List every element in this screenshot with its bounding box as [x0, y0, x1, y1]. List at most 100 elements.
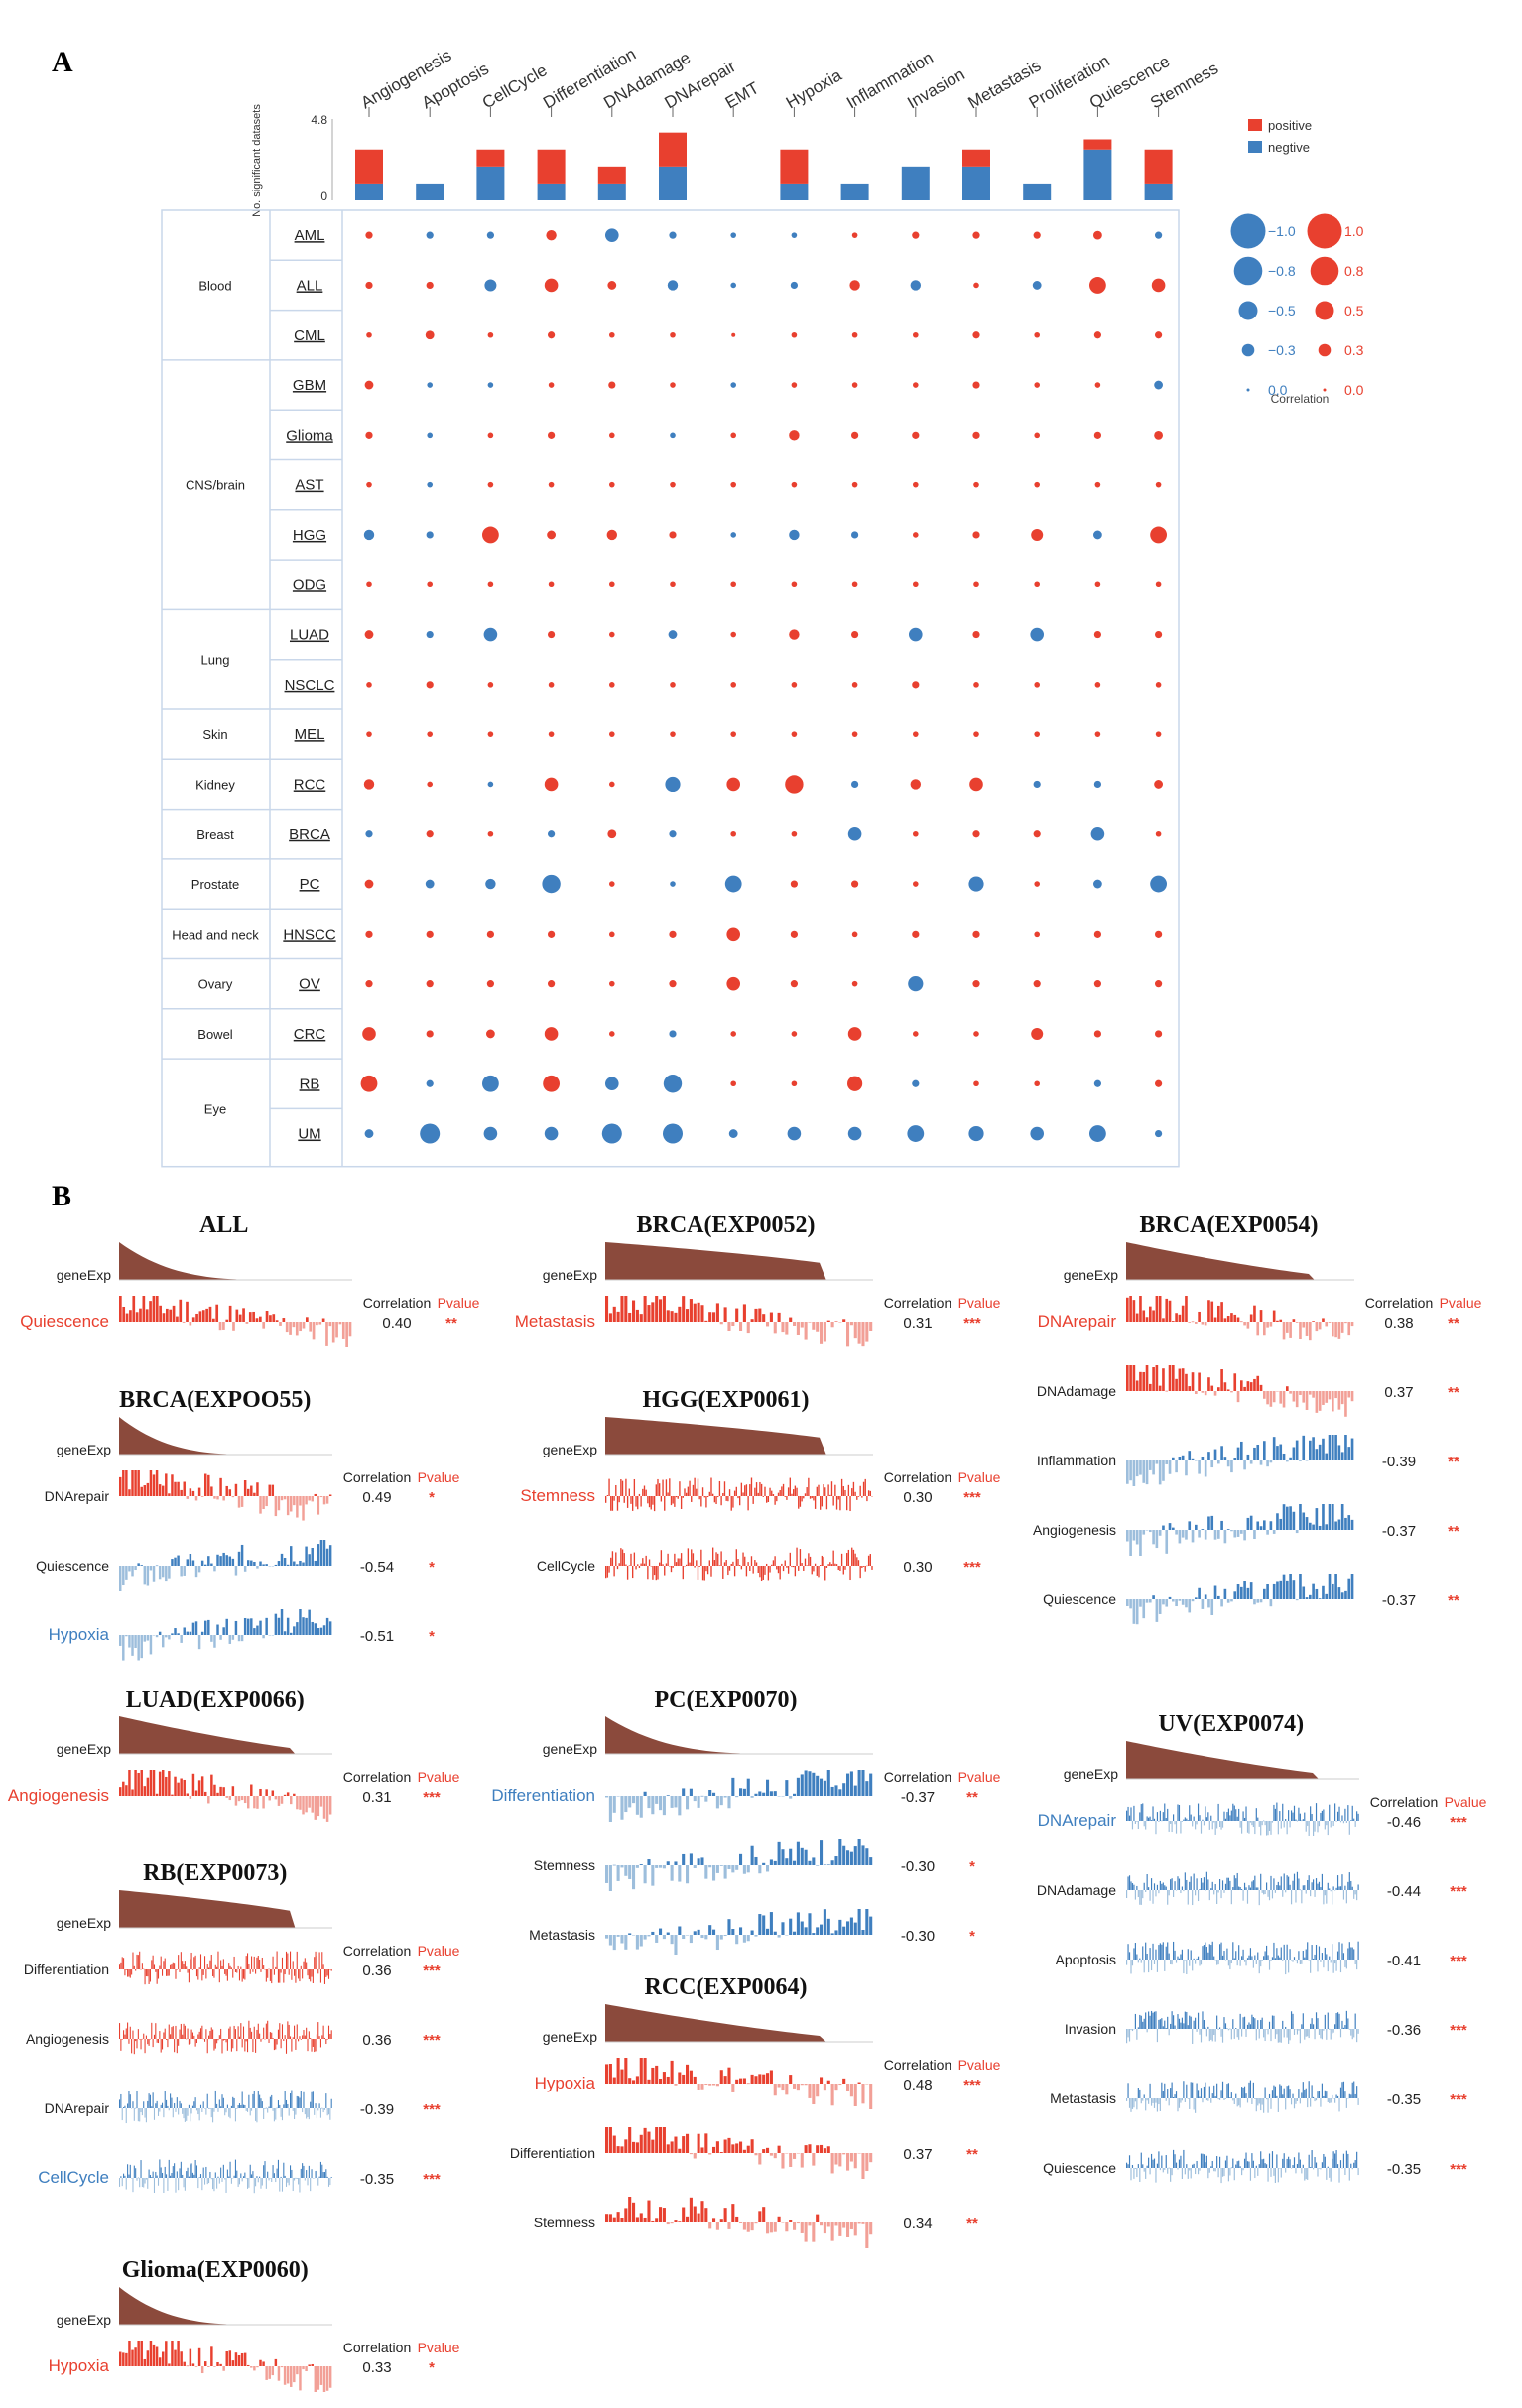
- correlation-dot: [364, 380, 374, 390]
- pathway-bar: [777, 2145, 781, 2153]
- pathway-bar: [303, 2091, 305, 2108]
- pathway-bar: [139, 2108, 141, 2122]
- pathway-bar: [639, 1935, 643, 1947]
- pathway-row-label: Stemness: [534, 1857, 595, 1873]
- pathway-bar: [651, 1865, 655, 1886]
- pathway-bar: [1139, 1599, 1142, 1607]
- pathway-bar: [317, 1796, 320, 1817]
- correlation-dot: [546, 229, 557, 241]
- pathway-bar: [859, 1485, 861, 1496]
- pathway-bar: [125, 2028, 127, 2039]
- size-legend-title: Correlation: [1271, 392, 1330, 406]
- pathway-bar: [155, 2171, 157, 2178]
- pathway-bar: [298, 2096, 300, 2108]
- pathway-bar: [1266, 2164, 1268, 2168]
- pathway-bar: [1128, 2155, 1131, 2168]
- pvalue-stars: **: [1448, 1523, 1459, 1540]
- pathway-bar: [689, 1853, 693, 1865]
- pathway-bar: [655, 1484, 657, 1496]
- pathway-bar: [1279, 1319, 1283, 1322]
- pathway-bar: [317, 1628, 320, 1635]
- pathway-bar: [180, 2103, 182, 2108]
- pathway-bar: [1145, 1890, 1147, 1892]
- pathway-bar: [820, 1924, 824, 1935]
- correlation-dot: [972, 431, 980, 439]
- pathway-bar: [1186, 1879, 1188, 1890]
- size-legend-pos-label: 0.0: [1344, 382, 1364, 398]
- pathway-bar: [1170, 2088, 1172, 2098]
- pathway-bar: [122, 1566, 125, 1586]
- pathway-bar: [1274, 2168, 1276, 2183]
- pathway-bar: [135, 2168, 137, 2178]
- pathway-bar: [1170, 2023, 1172, 2029]
- pathway-bar: [1324, 1821, 1326, 1830]
- pathway-bar: [804, 2222, 808, 2242]
- pathway-bar: [1193, 2163, 1195, 2168]
- pathway-bar: [1207, 1300, 1210, 1322]
- pathway-bar: [665, 1479, 668, 1496]
- pathway-bar: [220, 1960, 222, 1969]
- pathway-bar: [271, 1484, 275, 1496]
- pathway-bar: [1189, 2168, 1191, 2171]
- pathway-bar: [689, 1788, 693, 1796]
- pathway-bar: [808, 1771, 812, 1796]
- pathway-bar: [1170, 2168, 1172, 2182]
- correlation-dot: [730, 432, 736, 439]
- pathway-bar: [777, 1492, 780, 1496]
- pathway-bar: [1339, 2160, 1342, 2168]
- pathway-bar: [1336, 1951, 1339, 1960]
- pathway-bar: [225, 1485, 228, 1496]
- pathway-bar: [1336, 2164, 1339, 2168]
- correlation-dot: [790, 880, 799, 888]
- pathway-bar: [272, 1956, 274, 1969]
- pathway-bar: [210, 2027, 212, 2039]
- pathway-bar: [1136, 2029, 1138, 2040]
- pathway-bar: [328, 1322, 332, 1327]
- pathway-bar: [628, 1933, 632, 1935]
- pathway-bar: [1140, 2152, 1142, 2168]
- pathway-bar: [865, 1322, 869, 1342]
- pathway-bar: [1267, 2098, 1269, 2113]
- pathway-bar: [156, 2100, 158, 2108]
- b-subpanel: PC(EXP0070)geneExpDifferentiationCorrela…: [491, 1687, 1001, 1956]
- pathway-bar: [1233, 1805, 1235, 1821]
- pathway-bar: [1137, 2164, 1139, 2168]
- pathway-bar: [261, 2038, 263, 2040]
- pathway-bar: [190, 2163, 192, 2178]
- pathway-bar: [1213, 1956, 1215, 1960]
- pathway-bar: [1238, 2160, 1240, 2168]
- pathway-bar: [659, 1562, 661, 1566]
- pathway-bar: [1310, 2098, 1312, 2107]
- pathway-bar: [216, 1792, 219, 1796]
- pathway-bar: [1192, 2082, 1194, 2098]
- pathway-bar: [262, 1564, 265, 1566]
- correlation-dot: [609, 931, 615, 938]
- corr-value: 0.48: [903, 2077, 932, 2093]
- pathway-bar: [125, 2108, 127, 2124]
- pathway-bar: [789, 2220, 793, 2222]
- pathway-bar: [835, 1564, 838, 1566]
- pathway-bar: [247, 2178, 249, 2189]
- pathway-bar: [1158, 1530, 1162, 1536]
- pathway-bar: [268, 2039, 270, 2043]
- pathway-bar: [164, 2166, 166, 2178]
- pathway-bar: [1246, 2098, 1249, 2103]
- pathway-bar: [808, 2144, 812, 2153]
- pathway-bar: [1142, 1460, 1146, 1483]
- correlation-dot: [1033, 231, 1041, 239]
- pathway-bar: [632, 1865, 636, 1890]
- bar-negative: [962, 166, 990, 200]
- pathway-bar: [140, 2160, 142, 2178]
- pathway-bar: [1276, 1446, 1279, 1460]
- pathway-bar: [319, 2039, 321, 2048]
- pathway-bar: [674, 1312, 678, 1322]
- pathway-bar: [1336, 1875, 1339, 1890]
- pathway-bar: [140, 1565, 143, 1566]
- pathway-bar: [121, 2039, 123, 2040]
- correlation-dot: [484, 279, 497, 292]
- pathway-bar: [1268, 1821, 1271, 1831]
- cancer-label: MEL: [295, 726, 325, 743]
- pathway-bar: [1199, 2168, 1201, 2171]
- pathway-bar: [1143, 2018, 1145, 2029]
- pathway-bar: [1133, 2098, 1135, 2108]
